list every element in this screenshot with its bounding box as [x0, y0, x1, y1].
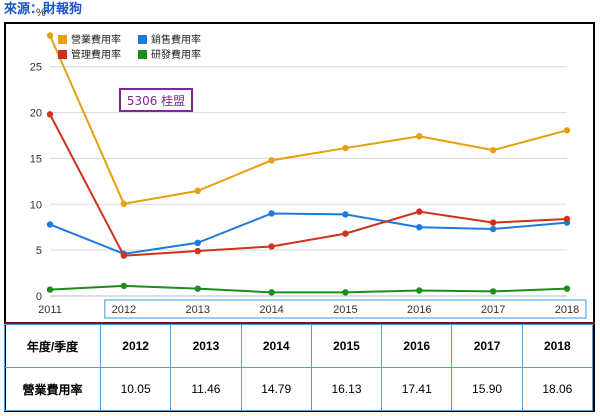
table-year: 2015	[310, 324, 383, 368]
x-tick-label: 2011	[38, 304, 62, 316]
data-point	[489, 225, 497, 233]
table-cell: 14.79	[240, 367, 312, 411]
legend-label: 營業費用率	[71, 33, 121, 46]
x-tick-label: 2016	[407, 304, 431, 316]
data-point	[46, 32, 54, 39]
legend-label: 研發費用率	[151, 48, 201, 61]
x-tick-label: 2012	[112, 304, 136, 316]
data-point	[342, 211, 349, 218]
table-header-label: 年度/季度	[4, 324, 101, 368]
series-line	[49, 35, 568, 205]
y-tick-label: 10	[30, 199, 42, 211]
x-tick-label: 2018	[555, 304, 579, 316]
y-tick-label: 5	[36, 245, 42, 257]
data-point	[416, 208, 423, 215]
data-table: 年度/季度 2012 2013 2014 2015 2016 2017 2018…	[4, 324, 595, 412]
data-point	[194, 239, 201, 246]
line-chart: 0 5 10 15 20 25% 2011 2012 2013 2014 2015 2016 2017 2…	[30, 7, 587, 319]
data-point	[194, 247, 201, 255]
data-point	[268, 289, 275, 296]
y-tick-label: 25	[30, 62, 42, 74]
table-year: 2014	[240, 324, 312, 368]
data-point	[342, 289, 349, 296]
table-cell: 18.06	[521, 367, 594, 411]
legend-swatch	[138, 35, 147, 44]
table-cell: 17.41	[381, 367, 453, 411]
source-label: 來源：財報狗	[4, 2, 83, 17]
data-point	[194, 285, 201, 292]
data-point	[416, 133, 423, 140]
y-axis-label: %	[36, 7, 46, 19]
data-point	[563, 127, 571, 134]
legend-label: 管理費用率	[71, 48, 121, 61]
data-point	[46, 286, 54, 293]
table-cell: 11.46	[170, 367, 242, 411]
chart-frame	[4, 22, 595, 412]
data-point	[416, 224, 423, 231]
table-divider	[4, 322, 595, 325]
data-point	[268, 157, 275, 164]
data-point	[416, 287, 423, 294]
y-tick-label: 20	[30, 108, 42, 120]
table-year: 2018	[521, 324, 594, 368]
data-point	[342, 144, 349, 152]
data-point	[194, 187, 201, 195]
x-tick-label: 2014	[259, 304, 283, 316]
data-point	[120, 282, 128, 290]
table-cell: 16.13	[310, 367, 383, 411]
series-line	[49, 284, 568, 294]
x-tick-label: 2017	[481, 304, 505, 316]
data-point	[342, 230, 349, 237]
legend-swatch	[138, 50, 147, 59]
y-tick-label: 0	[36, 291, 42, 303]
data-point	[563, 215, 571, 223]
table-row: 營業費用率 10.05 11.46 14.79 16.13 17.41 15.9…	[4, 367, 594, 411]
table-year: 2012	[99, 324, 172, 368]
data-point	[489, 146, 497, 154]
annotation-box	[119, 88, 193, 112]
data-point	[268, 243, 275, 250]
table-cell: 15.90	[451, 367, 523, 411]
series-line	[49, 212, 568, 255]
data-point	[563, 285, 571, 292]
x-tick-label: 2015	[333, 304, 357, 316]
data-point	[120, 200, 128, 208]
legend-swatch	[58, 35, 67, 44]
table-header-row: 年度/季度 2012 2013 2014 2015 2016 2017 2018	[4, 324, 594, 368]
table-year: 2016	[381, 324, 453, 368]
table-year: 2013	[170, 324, 242, 368]
data-point	[268, 210, 275, 217]
table-row-label: 營業費用率	[4, 367, 101, 411]
x-tick-label: 2013	[185, 304, 209, 316]
annotation-label: 5306 桂盟	[127, 93, 185, 108]
data-point	[46, 221, 54, 228]
data-point	[489, 219, 497, 226]
data-point	[120, 252, 128, 259]
series-line	[49, 113, 568, 257]
data-point	[489, 288, 497, 295]
legend-swatch	[58, 50, 67, 59]
data-point	[46, 111, 54, 118]
table-cell: 10.05	[99, 367, 172, 411]
table-year: 2017	[451, 324, 523, 368]
y-tick-label: 15	[30, 153, 42, 165]
legend-label: 銷售費用率	[151, 33, 201, 46]
x-range-highlight	[104, 299, 587, 319]
